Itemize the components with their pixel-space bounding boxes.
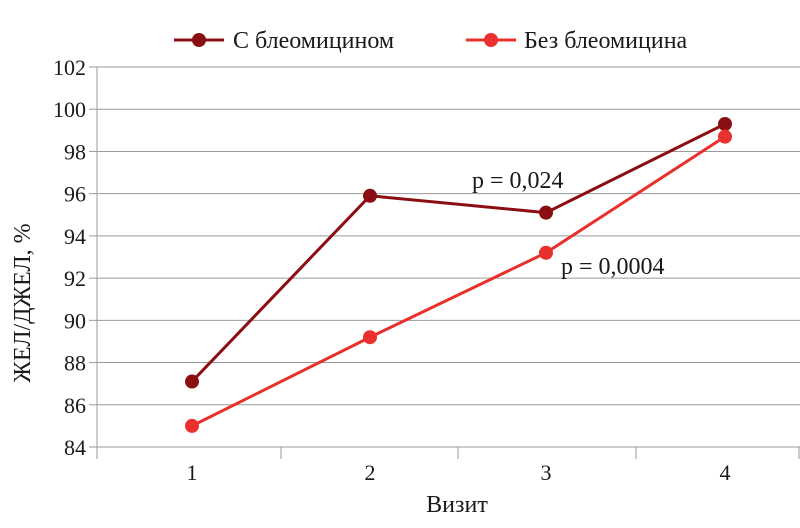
y-tick-label-98: 98 <box>64 139 86 164</box>
x-tick-labels: 1 2 3 4 <box>187 460 731 485</box>
gridlines <box>89 66 800 459</box>
series-0-point-1 <box>185 374 199 389</box>
legend-entry-0: С блеомицином <box>174 28 394 54</box>
legend: С блеомицином Без блеомицина <box>174 28 688 54</box>
legend-marker-0 <box>192 33 206 47</box>
series-line-1 <box>191 135 726 428</box>
y-tick-label-88: 88 <box>64 351 86 376</box>
legend-marker-1 <box>484 33 498 47</box>
series-1-point-3 <box>539 245 553 260</box>
annotation-p-00004: p = 0,0004 <box>561 254 665 280</box>
legend-label-0: С блеомицином <box>233 28 394 54</box>
series-1-point-2 <box>363 330 377 345</box>
series-0-point-3 <box>539 205 553 220</box>
y-tick-label-96: 96 <box>64 182 86 207</box>
x-axis-title: Визит <box>426 492 488 518</box>
y-tick-label-90: 90 <box>64 308 86 333</box>
x-tick-label-1: 1 <box>187 460 198 485</box>
y-tick-label-92: 92 <box>64 266 86 291</box>
series-line-0 <box>190 122 726 383</box>
y-tick-label-102: 102 <box>53 55 86 80</box>
y-tick-label-86: 86 <box>64 393 86 418</box>
series-0-point-4 <box>718 117 732 131</box>
legend-label-1: Без блеомицина <box>524 28 688 54</box>
series-1-point-1 <box>185 418 199 433</box>
series-lines <box>185 117 732 433</box>
y-tick-labels: 84 86 88 90 92 94 96 98 100 102 <box>53 55 86 460</box>
series-0-point-2 <box>363 188 377 203</box>
legend-entry-1: Без блеомицина <box>466 28 688 54</box>
x-tick-label-2: 2 <box>365 460 376 485</box>
x-tick-label-4: 4 <box>720 460 731 485</box>
annotation-p-0024: p = 0,024 <box>472 168 564 194</box>
x-tick-label-3: 3 <box>541 460 552 485</box>
y-axis-title: ЖЕЛ/ДЖЕЛ, % <box>10 223 36 382</box>
series-1-point-4 <box>718 129 732 144</box>
y-tick-label-100: 100 <box>53 97 86 122</box>
y-tick-label-94: 94 <box>64 224 86 249</box>
y-tick-label-84: 84 <box>64 435 86 460</box>
